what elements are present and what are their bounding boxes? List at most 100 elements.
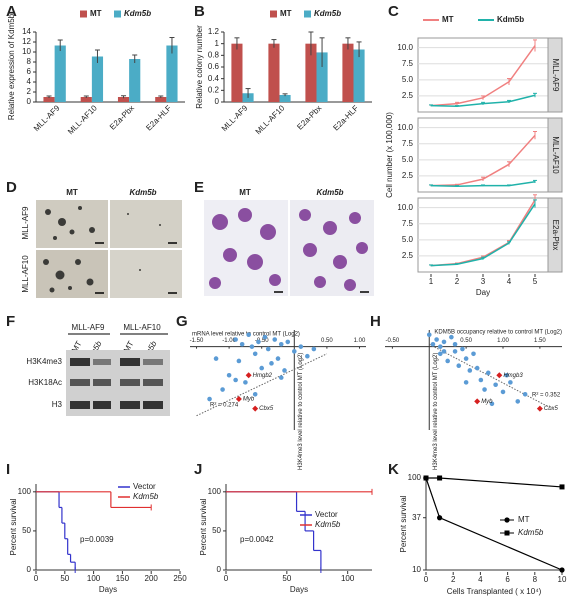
y-axis-label: Relative expression of Kdm5b: [7, 13, 16, 120]
highlight-point: [474, 398, 481, 405]
x-tick-label: -1.50: [190, 338, 204, 344]
y-tick-label: 50: [22, 526, 31, 535]
legend-label: MT: [280, 9, 292, 18]
x-tick-label: 4: [478, 575, 483, 584]
cells: [209, 208, 368, 291]
marker: [423, 475, 429, 481]
point: [220, 387, 225, 392]
x-axis-label: Day: [476, 288, 490, 297]
x-tick-label: E2a-Pbx: [295, 104, 323, 132]
x-axis-label: KDM5B occupancy relative to control MT (…: [434, 330, 562, 336]
panel-letter: I: [6, 461, 10, 478]
y-tick-label: 7.5: [402, 219, 414, 228]
point: [485, 370, 491, 376]
y-tick-label: 100: [18, 487, 32, 496]
y-tick-label: 7.5: [402, 59, 414, 68]
point: [252, 351, 258, 357]
point: [285, 339, 291, 345]
panel-letter: E: [194, 179, 204, 196]
legend-label: Kdm5b: [133, 492, 159, 501]
point: [504, 372, 509, 378]
bar: [231, 43, 243, 102]
legend-label: Kdm5b: [314, 9, 341, 18]
point: [434, 337, 439, 342]
point: [262, 334, 268, 340]
x-tick-label: 50: [60, 574, 69, 583]
point: [449, 334, 454, 340]
x-axis-label: Days: [290, 585, 308, 594]
x-tick-label: 10: [558, 575, 567, 584]
panel-letter: F: [6, 313, 15, 330]
point: [259, 365, 265, 371]
point: [269, 361, 274, 366]
highlight-label: Cbx5: [544, 406, 559, 412]
x-tick-label: 100: [341, 574, 355, 583]
point: [236, 358, 242, 364]
highlight-point: [496, 372, 503, 379]
group-label: MLL-AF10: [123, 323, 161, 332]
y-tick-label: 1.2: [208, 27, 220, 36]
x-tick-label: -0.50: [255, 338, 269, 344]
image: [36, 200, 108, 248]
row-label: MLL-AF9: [21, 206, 30, 239]
trendline: [429, 343, 548, 407]
series-line: [426, 477, 563, 488]
x-tick-label: 4: [507, 277, 512, 286]
point: [452, 341, 458, 347]
bar: [80, 97, 92, 102]
point: [441, 339, 447, 345]
panel-letter: D: [6, 179, 17, 196]
point: [243, 380, 248, 385]
point: [438, 344, 443, 349]
x-tick-label: 50: [282, 574, 291, 583]
bar: [316, 52, 328, 102]
point: [256, 339, 261, 345]
y-axis-label: Percent survival: [9, 498, 18, 555]
y-axis-label: Cell number (x 100,000): [385, 112, 394, 198]
x-tick-label: 0: [424, 575, 429, 584]
panel-letter: G: [176, 313, 188, 330]
point: [482, 387, 487, 392]
y-tick-label: 2.5: [402, 171, 414, 180]
column-label: MT: [66, 188, 78, 197]
y-tick-label: 10: [22, 47, 31, 56]
y-tick-label: 0: [27, 565, 32, 574]
legend-swatch: [270, 10, 277, 18]
highlight-point: [245, 372, 252, 379]
highlight-label: Cbx5: [259, 406, 274, 412]
column-label: Kdm5b: [316, 188, 343, 197]
highlight-point: [536, 405, 543, 412]
marker: [559, 567, 565, 573]
fit-label: R² = 0.352: [532, 393, 561, 399]
point: [298, 344, 304, 349]
point: [493, 382, 498, 388]
x-tick-label: 6: [505, 575, 510, 584]
point: [438, 351, 443, 357]
point: [515, 399, 521, 404]
point: [213, 356, 219, 361]
bar: [353, 49, 365, 102]
x-tick-label: 1.50: [534, 338, 546, 344]
y-tick-label: 0.6: [208, 62, 220, 71]
bar: [305, 43, 317, 102]
bar: [54, 45, 66, 102]
bar: [129, 59, 141, 102]
y-tick-label: 10.0: [397, 203, 413, 212]
panel-letter: B: [194, 3, 205, 20]
point: [522, 391, 528, 397]
x-tick-label: 1.00: [354, 338, 366, 344]
scale-bars: [95, 242, 177, 294]
point: [252, 391, 258, 397]
x-tick-label: 0: [34, 574, 39, 583]
western-blot: MLL-AF9 MLL-AF10 MT Kdm5b MT Kdm5b H3K4m…: [26, 323, 170, 416]
y-tick-label: 5.0: [402, 235, 414, 244]
point: [500, 389, 506, 395]
bar: [342, 43, 354, 102]
x-axis-label: Cells Transplanted ( x 10⁴): [447, 587, 542, 596]
y-axis-label: H3K4me3 level relative to control MT (Lo…: [298, 353, 304, 470]
y-tick-label: 0: [27, 97, 32, 106]
point: [233, 337, 238, 342]
bar: [117, 97, 130, 102]
bar: [43, 97, 55, 102]
